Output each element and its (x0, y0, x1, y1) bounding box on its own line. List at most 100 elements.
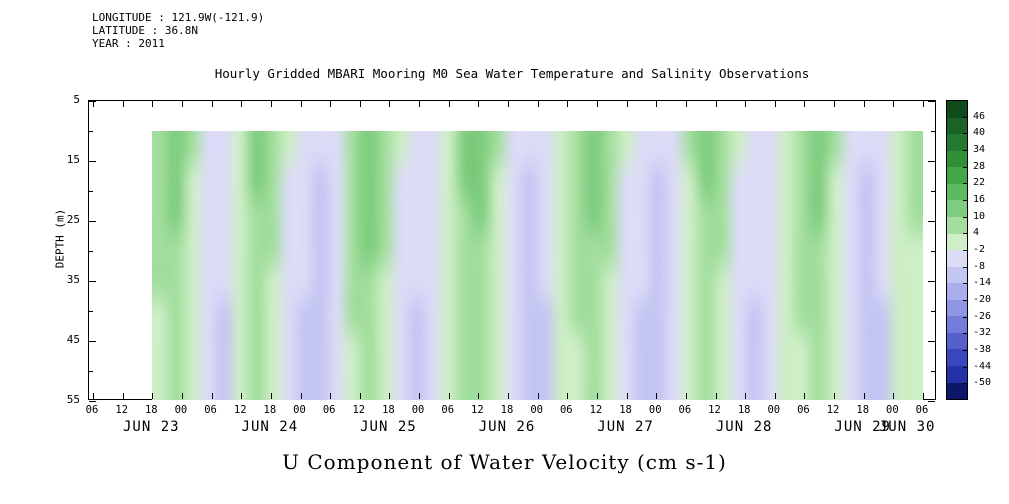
y-tick-label: 15 (66, 153, 80, 166)
year-text: YEAR : 2011 (92, 37, 165, 50)
caption: U Component of Water Velocity (cm s-1) (282, 450, 727, 474)
colorbar-tick-mark (963, 283, 967, 285)
colorbar-tick-mark (963, 166, 967, 168)
y-tick-mark (89, 221, 96, 222)
x-tick-label: 06 (915, 404, 929, 416)
colorbar-tick-mark (963, 200, 967, 201)
colorbar-tick-mark (963, 366, 967, 368)
x-tick-label: 18 (500, 404, 514, 416)
x-day-label: JUN 27 (597, 419, 654, 435)
x-tick-mark (567, 393, 569, 399)
x-tick-mark-top (478, 101, 480, 107)
x-tick-mark (181, 393, 183, 399)
colorbar-tick-mark (963, 333, 967, 335)
colorbar-tick-label: 40 (973, 127, 986, 139)
x-tick-label: 12 (589, 404, 603, 416)
colorbar-segment (947, 101, 967, 118)
x-tick-mark-top (685, 101, 687, 107)
colorbar-tick-label: -26 (973, 310, 992, 322)
x-tick-mark (330, 393, 332, 399)
x-tick-mark-top (330, 101, 332, 107)
y-minor-tick-mark-right (931, 311, 935, 312)
colorbar-segment (947, 332, 967, 350)
x-tick-label: 06 (797, 404, 810, 416)
x-tick-mark (685, 393, 687, 399)
x-day-label: JUN 24 (241, 419, 299, 435)
x-tick-label: 06 (441, 404, 455, 416)
x-tick-mark-top (122, 101, 124, 107)
x-tick-label: 06 (322, 404, 336, 416)
x-tick-mark (626, 393, 628, 399)
x-tick-mark (745, 393, 747, 399)
colorbar-tick-label: 28 (973, 160, 986, 172)
colorbar-tick-mark (963, 233, 967, 235)
x-tick-label: 06 (678, 404, 692, 416)
colorbar-tick-label: -2 (973, 244, 986, 255)
y-minor-tick-mark (89, 251, 93, 252)
x-tick-label: 12 (826, 404, 840, 416)
colorbar-segment (947, 366, 967, 383)
x-tick-mark (93, 393, 94, 399)
x-tick-label: 06 (559, 404, 573, 416)
x-tick-mark-top (241, 101, 243, 107)
colorbar-tick-label: -44 (973, 360, 992, 372)
y-minor-tick-mark (89, 191, 93, 192)
colorbar-tick-label: 22 (973, 177, 986, 189)
x-tick-mark (478, 393, 480, 399)
x-tick-mark-top (537, 101, 539, 107)
x-tick-label: 00 (530, 404, 543, 416)
x-tick-label: 00 (886, 404, 899, 416)
x-tick-mark-top (389, 101, 391, 107)
x-tick-mark (537, 393, 539, 399)
x-tick-label: 06 (204, 404, 217, 416)
x-tick-label: 12 (352, 404, 366, 416)
x-tick-mark (122, 393, 124, 399)
y-tick-mark (89, 101, 96, 102)
colorbar-tick-mark (963, 250, 967, 251)
x-tick-label: 18 (144, 404, 158, 416)
y-minor-tick-mark (89, 371, 93, 372)
y-tick-label: 45 (66, 333, 80, 346)
x-tick-mark (241, 393, 243, 399)
x-tick-label: 00 (767, 404, 781, 416)
x-day-label: JUN 23 (122, 419, 180, 435)
colorbar-segment (947, 283, 967, 300)
x-tick-mark (359, 393, 361, 399)
longitude-text: LONGITUDE : 121.9W(-121.9) (92, 11, 265, 24)
x-tick-mark-top (300, 101, 302, 107)
y-minor-tick-mark (89, 311, 93, 312)
heatmap-canvas (152, 131, 924, 400)
x-tick-mark (774, 393, 776, 399)
colorbar-tick-mark (963, 216, 967, 218)
colorbar-tick-label: -32 (973, 327, 992, 339)
y-tick-mark (89, 341, 96, 342)
x-tick-mark-top (152, 101, 154, 107)
colorbar-tick-label: 34 (973, 144, 986, 155)
x-tick-mark (863, 393, 865, 399)
y-tick-mark-right (928, 401, 935, 402)
x-tick-mark (596, 393, 598, 399)
colorbar (946, 100, 968, 400)
y-tick-label: 55 (66, 393, 80, 406)
y-minor-tick-mark-right (931, 131, 935, 132)
colorbar-tick-mark (963, 383, 967, 385)
x-tick-mark-top (893, 101, 895, 107)
colorbar-segment (947, 167, 967, 184)
y-minor-tick-mark-right (931, 251, 935, 252)
y-tick-mark (89, 401, 96, 402)
x-tick-label: 18 (856, 404, 870, 416)
x-tick-mark (923, 393, 924, 399)
x-tick-mark-top (359, 101, 361, 107)
colorbar-tick-label: 46 (973, 110, 986, 122)
plot-area (88, 100, 936, 402)
x-tick-mark (152, 393, 154, 399)
metadata-block: LONGITUDE : 121.9W(-121.9) LATITUDE : 36… (92, 11, 264, 50)
colorbar-tick-mark (963, 316, 967, 318)
x-tick-mark (211, 393, 213, 399)
colorbar-segment (947, 299, 967, 317)
colorbar-tick-label: 16 (973, 194, 986, 205)
colorbar-segment (947, 250, 967, 267)
colorbar-tick-label: 10 (973, 210, 986, 222)
x-tick-label: 12 (471, 404, 484, 416)
